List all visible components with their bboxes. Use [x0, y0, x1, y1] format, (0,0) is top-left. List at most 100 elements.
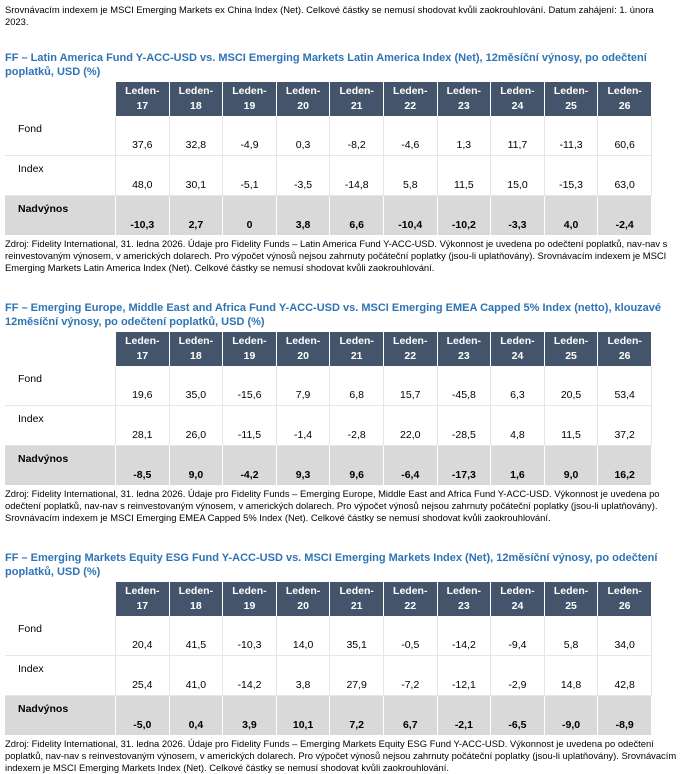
- value-cell: -10,3: [115, 195, 170, 236]
- column-header: Leden- 24: [490, 82, 545, 116]
- value-cell: 4,8: [490, 405, 545, 446]
- stub-cell: [5, 82, 116, 116]
- value-cell: -14,8: [329, 155, 384, 196]
- data-row: Fond 20,4 41,5 -10,3 14,0 35,1 -0,5 -14,2 -9,4 5,…: [5, 616, 652, 656]
- column-header: Leden- 21: [329, 82, 384, 116]
- value-cell: 0,4: [169, 695, 224, 736]
- value-cell: 0,3: [276, 116, 331, 156]
- column-header: Leden- 20: [276, 82, 331, 116]
- value-cell: 3,8: [276, 195, 331, 236]
- value-cell: 30,1: [169, 155, 224, 196]
- value-cell: 42,8: [597, 655, 652, 696]
- value-cell: -15,6: [222, 366, 277, 406]
- column-header: Leden- 22: [383, 82, 438, 116]
- row-label: Index: [5, 155, 116, 196]
- value-cell: -11,5: [222, 405, 277, 446]
- stub-cell: [5, 332, 116, 366]
- value-cell: 3,9: [222, 695, 277, 736]
- value-cell: 2,7: [169, 195, 224, 236]
- row-label: Fond: [5, 366, 116, 406]
- value-cell: 9,0: [169, 445, 224, 486]
- value-cell: 20,4: [115, 616, 170, 656]
- row-label: Fond: [5, 616, 116, 656]
- footnote: Zdroj: Fidelity International, 31. ledna…: [5, 488, 660, 523]
- column-header: Leden- 22: [383, 332, 438, 366]
- footnote: Zdroj: Fidelity International, 31. ledna…: [5, 738, 677, 773]
- header-row: Leden- 17 Leden- 18 Leden- 19 Leden- 20 Leden- 21…: [5, 582, 652, 616]
- value-cell: -3,3: [490, 195, 545, 236]
- data-row: Index 25,4 41,0 -14,2 3,8 27,9 -7,2 -12,1 -2,9 14…: [5, 655, 652, 696]
- value-cell: 26,0: [169, 405, 224, 446]
- column-header: Leden- 24: [490, 582, 545, 616]
- value-cell: 5,8: [544, 616, 599, 656]
- value-cell: 28,1: [115, 405, 170, 446]
- value-cell: -6,4: [383, 445, 438, 486]
- value-cell: 19,6: [115, 366, 170, 406]
- value-cell: 6,6: [329, 195, 384, 236]
- data-row: Index 48,0 30,1 -5,1 -3,5 -14,8 5,8 11,5 15,0 -15…: [5, 155, 652, 196]
- value-cell: -8,5: [115, 445, 170, 486]
- value-cell: 10,1: [276, 695, 331, 736]
- value-cell: -5,1: [222, 155, 277, 196]
- value-cell: -8,2: [329, 116, 384, 156]
- column-header: Leden- 25: [544, 332, 599, 366]
- column-header: Leden- 25: [544, 82, 599, 116]
- column-header: Leden- 17: [115, 582, 170, 616]
- value-cell: -1,4: [276, 405, 331, 446]
- value-cell: -4,6: [383, 116, 438, 156]
- value-cell: -10,2: [437, 195, 492, 236]
- row-label: Nadvýnos: [5, 695, 116, 736]
- value-cell: 5,8: [383, 155, 438, 196]
- value-cell: 11,5: [544, 405, 599, 446]
- value-cell: -45,8: [437, 366, 492, 406]
- column-header: Leden- 24: [490, 332, 545, 366]
- value-cell: 0: [222, 195, 277, 236]
- value-cell: 6,8: [329, 366, 384, 406]
- column-header: Leden- 17: [115, 82, 170, 116]
- value-cell: 48,0: [115, 155, 170, 196]
- section-title: FF – Emerging Markets Equity ESG Fund Y-…: [5, 552, 658, 578]
- column-header: Leden- 25: [544, 582, 599, 616]
- performance-table: Leden- 17 Leden- 18 Leden- 19 Leden- 20 Leden- 21…: [5, 332, 652, 486]
- value-cell: -6,5: [490, 695, 545, 736]
- value-cell: 14,0: [276, 616, 331, 656]
- value-cell: -10,3: [222, 616, 277, 656]
- value-cell: -10,4: [383, 195, 438, 236]
- column-header: Leden- 23: [437, 332, 492, 366]
- value-cell: 9,0: [544, 445, 599, 486]
- value-cell: 41,5: [169, 616, 224, 656]
- value-cell: 32,8: [169, 116, 224, 156]
- value-cell: -3,5: [276, 155, 331, 196]
- data-row: Index 28,1 26,0 -11,5 -1,4 -2,8 22,0 -28,5 4,8 11…: [5, 405, 652, 446]
- column-header: Leden- 26: [597, 332, 652, 366]
- column-header: Leden- 18: [169, 332, 224, 366]
- value-cell: 27,9: [329, 655, 384, 696]
- row-label: Nadvýnos: [5, 195, 116, 236]
- value-cell: 11,7: [490, 116, 545, 156]
- value-cell: -7,2: [383, 655, 438, 696]
- row-label: Fond: [5, 116, 116, 156]
- value-cell: 7,9: [276, 366, 331, 406]
- column-header: Leden- 19: [222, 582, 277, 616]
- value-cell: 14,8: [544, 655, 599, 696]
- data-row: Fond 37,6 32,8 -4,9 0,3 -8,2 -4,6 1,3 11,7 -11,3 6…: [5, 116, 652, 156]
- value-cell: 41,0: [169, 655, 224, 696]
- header-row: Leden- 17 Leden- 18 Leden- 19 Leden- 20 Leden- 21…: [5, 82, 652, 116]
- value-cell: 6,7: [383, 695, 438, 736]
- value-cell: -5,0: [115, 695, 170, 736]
- section-title: FF – Latin America Fund Y-ACC-USD vs. MS…: [5, 52, 647, 78]
- column-header: Leden- 21: [329, 582, 384, 616]
- value-cell: 9,6: [329, 445, 384, 486]
- value-cell: 35,1: [329, 616, 384, 656]
- value-cell: -14,2: [222, 655, 277, 696]
- value-cell: -11,3: [544, 116, 599, 156]
- stub-cell: [5, 582, 116, 616]
- value-cell: -12,1: [437, 655, 492, 696]
- column-header: Leden- 23: [437, 582, 492, 616]
- value-cell: -4,9: [222, 116, 277, 156]
- column-header: Leden- 17: [115, 332, 170, 366]
- value-cell: -2,9: [490, 655, 545, 696]
- value-cell: 6,3: [490, 366, 545, 406]
